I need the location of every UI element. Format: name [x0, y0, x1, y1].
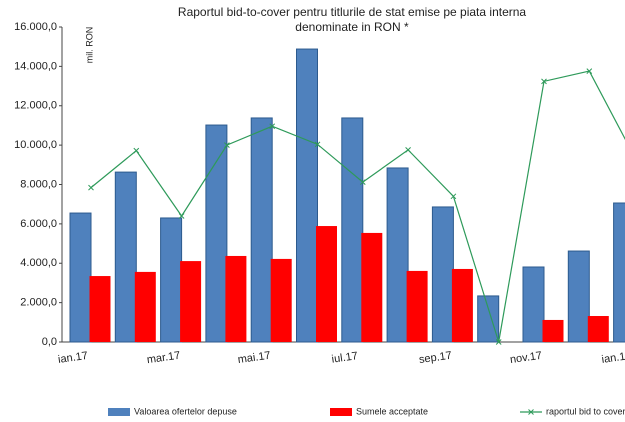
bar	[89, 276, 111, 342]
bar	[134, 271, 156, 342]
x-tick-label: ian.17	[57, 350, 88, 366]
bar	[542, 319, 564, 342]
chart-title: denominate in RON *	[295, 20, 409, 34]
y-tick-label: 6.000,0	[20, 218, 57, 230]
bar	[160, 217, 183, 343]
x-tick-label: mai.17	[237, 350, 271, 366]
line-marker	[450, 193, 457, 200]
y-tick-label: 16.000,0	[14, 21, 57, 33]
y-tick-label: 0,0	[42, 336, 57, 348]
line-marker	[359, 179, 366, 185]
legend-label: raportul bid to cover	[546, 406, 625, 416]
x-tick-label: nov.17	[509, 350, 543, 366]
bar	[270, 258, 292, 342]
bar	[296, 48, 318, 343]
bar	[522, 266, 545, 343]
legend-label: Valoarea ofertelor depuse	[134, 406, 237, 416]
line-marker	[314, 141, 321, 148]
legend-label: Sumele acceptate	[356, 406, 428, 416]
legend-swatch	[108, 408, 130, 416]
x-tick-label: ian.18	[601, 350, 625, 366]
y-axis-title: mil. RON	[84, 27, 94, 64]
bar	[386, 167, 409, 343]
chart-title: Raportul bid-to-cover pentru titlurile d…	[178, 5, 527, 19]
line-marker	[88, 184, 94, 191]
line-marker	[586, 68, 593, 74]
line-marker	[269, 123, 276, 130]
bar	[431, 206, 454, 343]
legend-swatch	[528, 409, 534, 415]
bar	[587, 316, 609, 342]
bar	[316, 226, 337, 342]
line-marker	[178, 213, 185, 219]
x-tick-label: sep.17	[418, 350, 452, 366]
bar	[613, 202, 625, 343]
bar	[69, 212, 92, 343]
bar	[250, 117, 273, 343]
y-tick-label: 2.000,0	[20, 297, 57, 309]
line-marker	[405, 146, 411, 153]
line-marker	[133, 147, 140, 154]
y-tick-label: 4.000,0	[20, 257, 57, 269]
bar	[205, 124, 228, 343]
line-marker	[224, 142, 230, 148]
bar	[477, 295, 500, 343]
bar	[341, 117, 364, 343]
legend-swatch	[330, 408, 352, 416]
line-marker	[495, 339, 502, 345]
bar	[225, 255, 247, 342]
bar	[180, 261, 202, 342]
y-tick-label: 14.000,0	[14, 60, 57, 72]
bar	[361, 232, 383, 342]
bar	[567, 250, 590, 343]
y-tick-label: 12.000,0	[14, 100, 57, 112]
x-tick-label: iul.17	[331, 350, 359, 366]
x-tick-label: mar.17	[146, 350, 181, 367]
bar	[451, 268, 473, 342]
bar	[406, 270, 428, 342]
line-marker	[541, 78, 547, 85]
bar	[114, 171, 137, 343]
y-tick-label: 10.000,0	[14, 139, 57, 151]
y-tick-label: 8.000,0	[20, 178, 57, 190]
